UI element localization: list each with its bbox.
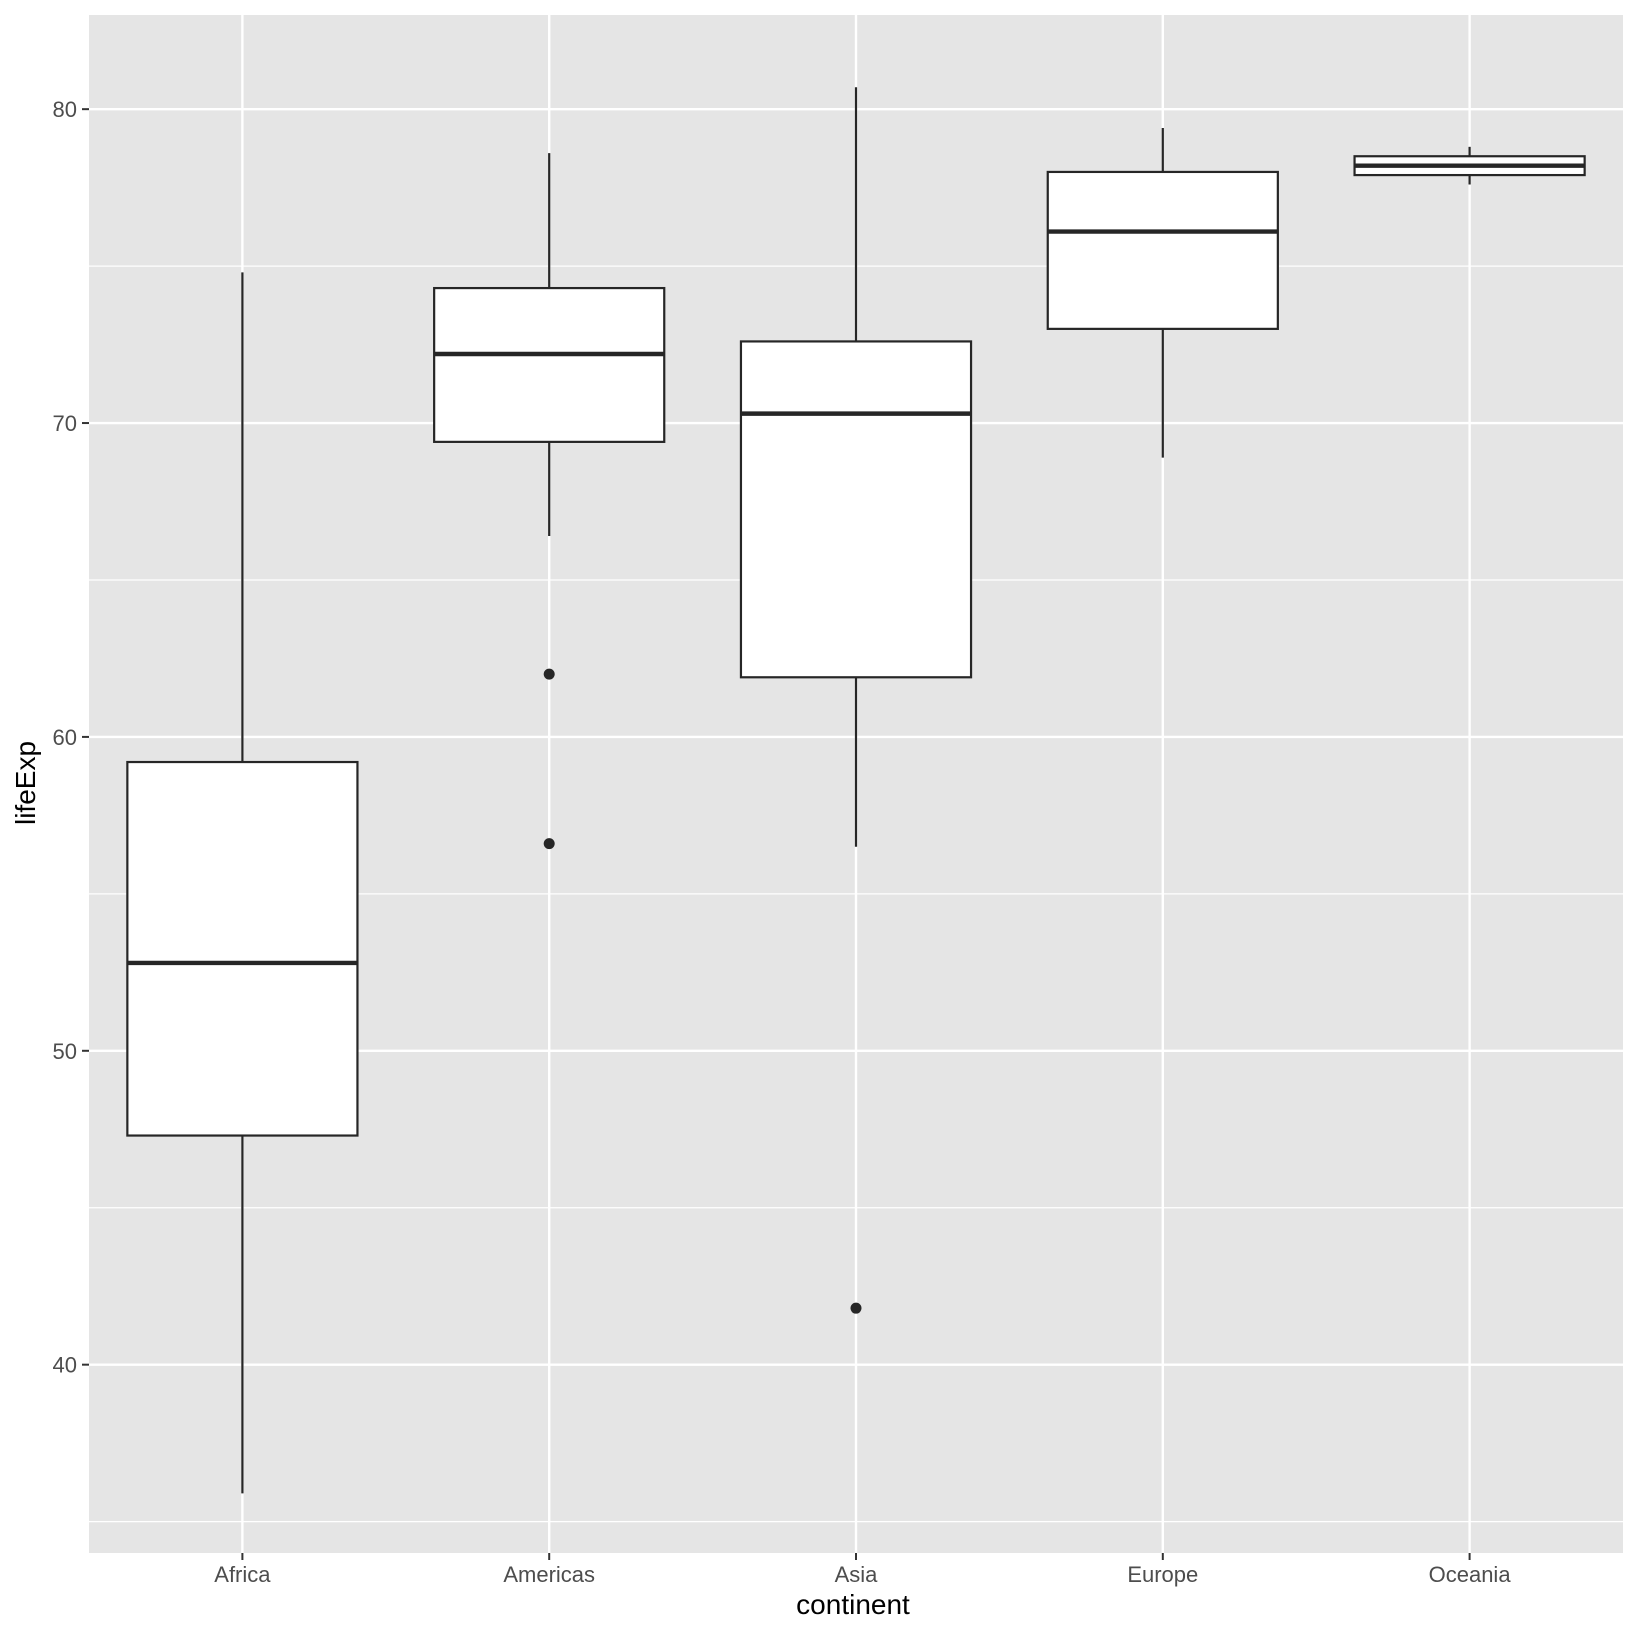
axis-layer: 40 50 60 70 80 Africa Americas Asia Europe Oceani…	[53, 97, 1512, 1587]
outlier-point	[543, 838, 555, 850]
y-axis-title: lifeExp	[10, 741, 41, 825]
box-asia	[739, 87, 973, 1314]
outlier-point	[543, 668, 555, 680]
x-tick-label: Oceania	[1429, 1562, 1512, 1587]
x-tick-label: Africa	[214, 1562, 271, 1587]
x-tick-label: Europe	[1127, 1562, 1198, 1587]
x-tick-label: Americas	[503, 1562, 595, 1587]
y-tick-label: 40	[53, 1353, 77, 1378]
box-iqr	[433, 286, 666, 443]
x-axis-title: continent	[796, 1589, 910, 1620]
box-europe	[1046, 127, 1279, 458]
box-iqr	[126, 760, 359, 1137]
x-tick-label: Asia	[835, 1562, 879, 1587]
y-tick-label: 60	[53, 725, 77, 750]
outlier-point	[850, 1302, 862, 1314]
y-tick-label: 70	[53, 411, 77, 436]
box-layer	[126, 87, 1586, 1494]
box-iqr	[739, 340, 973, 679]
y-tick-label: 80	[53, 97, 77, 122]
box-americas	[433, 153, 666, 850]
box-iqr	[1046, 170, 1279, 330]
y-tick-label: 50	[53, 1039, 77, 1064]
box-oceania	[1353, 146, 1586, 185]
box-africa	[126, 272, 359, 1494]
